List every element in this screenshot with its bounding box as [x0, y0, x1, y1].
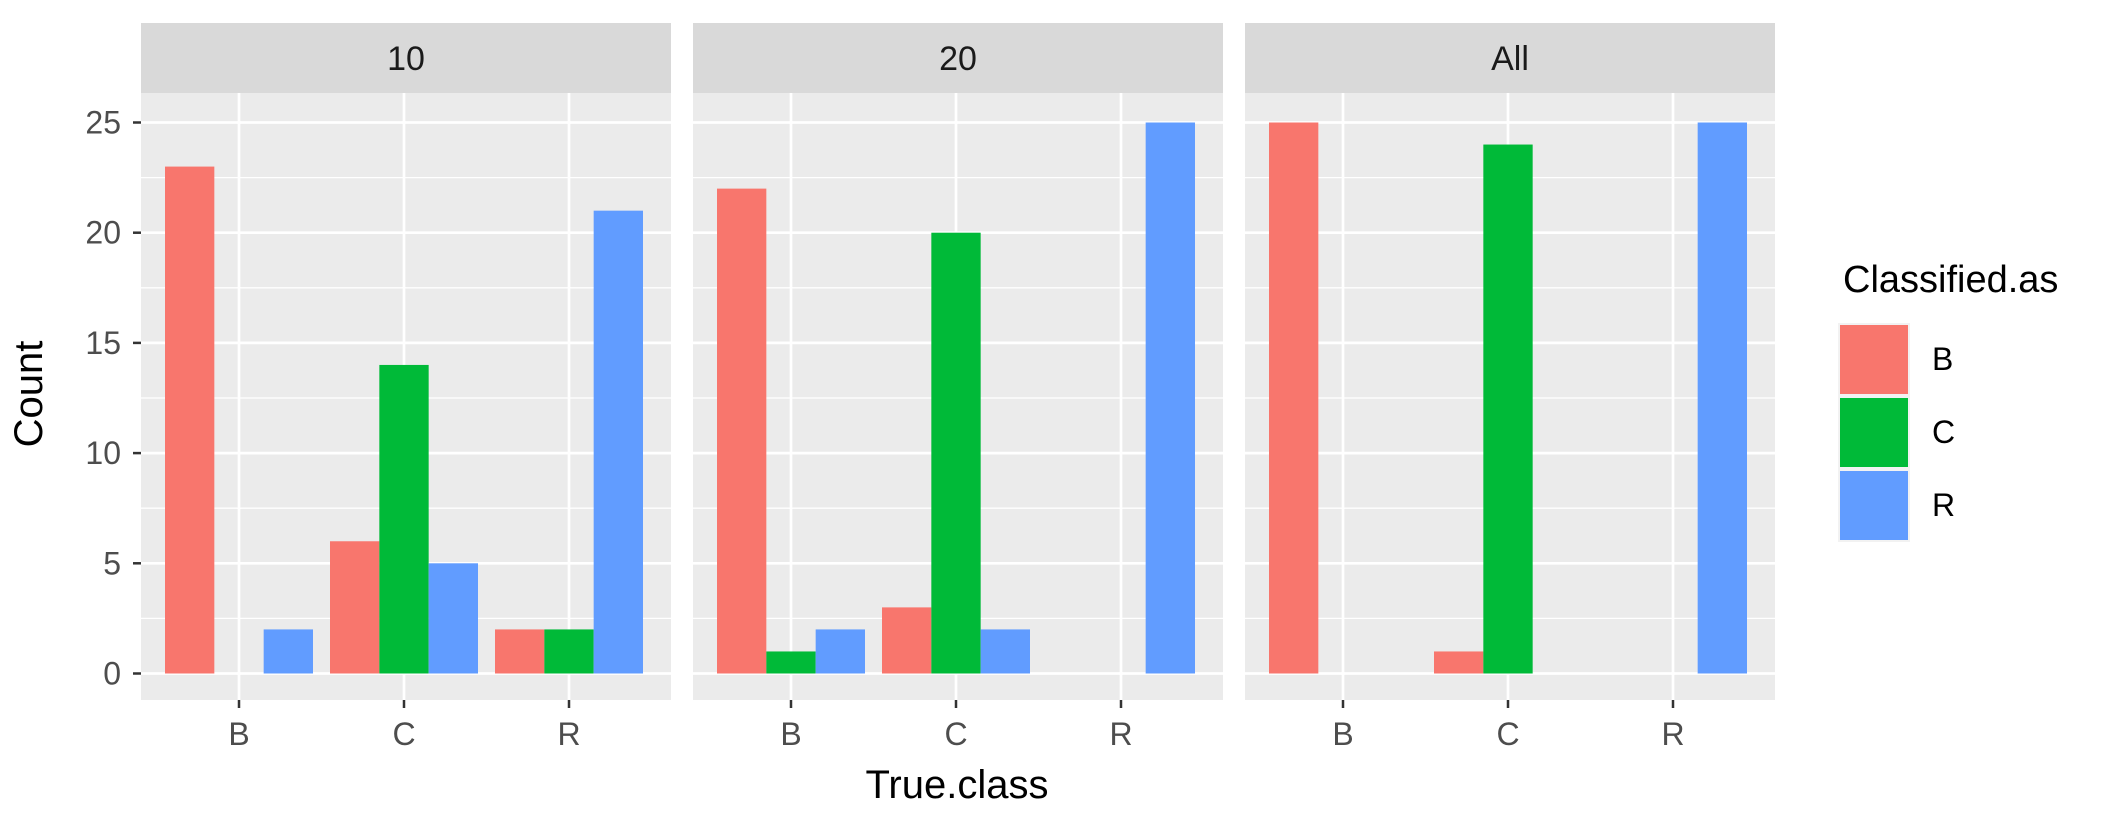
- y-tick-label: 0: [103, 656, 121, 692]
- y-tick-label: 5: [103, 545, 121, 581]
- bar-All-B-B: [1269, 122, 1319, 674]
- legend-key-R: [1840, 471, 1908, 540]
- bar-All-R-R: [1697, 122, 1747, 674]
- bar-20-C-R: [980, 629, 1030, 674]
- bar-10-C-B: [330, 541, 380, 674]
- bar-10-R-B: [495, 629, 545, 674]
- x-tick-label: B: [228, 716, 249, 752]
- facet-panel-20: 20 B C R: [693, 23, 1223, 752]
- bar-10-R-R: [593, 210, 643, 674]
- x-tick-label: B: [1332, 716, 1353, 752]
- facet-strip-label: All: [1491, 40, 1529, 78]
- legend-label-C: C: [1932, 414, 1955, 450]
- legend: Classified.as B C R: [1838, 259, 2058, 542]
- bar-10-B-R: [263, 629, 313, 674]
- x-tick-label: C: [1496, 716, 1519, 752]
- legend-key-B: [1840, 325, 1908, 394]
- y-axis: 0 5 10 15 20 25: [85, 105, 141, 692]
- legend-key-C: [1840, 398, 1908, 467]
- bar-10-C-C: [379, 364, 429, 674]
- bar-20-C-B: [882, 607, 932, 674]
- y-tick-label: 25: [85, 105, 121, 141]
- x-axis-title: True.class: [865, 763, 1048, 807]
- y-tick-label: 20: [85, 215, 121, 251]
- bar-20-B-B: [717, 188, 767, 674]
- y-tick-label: 10: [85, 435, 121, 471]
- y-axis-title: Count: [7, 341, 51, 448]
- legend-label-B: B: [1932, 341, 1953, 377]
- facet-strip: [1245, 23, 1775, 93]
- legend-title: Classified.as: [1843, 259, 2058, 301]
- facet-strip: [141, 23, 671, 93]
- x-tick-label: R: [1109, 716, 1132, 752]
- x-tick-label: C: [392, 716, 415, 752]
- x-tick-label: R: [557, 716, 580, 752]
- bar-20-B-R: [815, 629, 865, 674]
- facet-strip: [693, 23, 1223, 93]
- bar-10-B-B: [165, 166, 215, 674]
- facet-strip-label: 20: [939, 40, 977, 78]
- bar-20-B-C: [766, 651, 816, 674]
- y-tick-label: 15: [85, 325, 121, 361]
- panels-layer: 10 B C R 20 B C R All B C R: [141, 23, 1775, 752]
- x-tick-label: R: [1661, 716, 1684, 752]
- facet-panel-10: 10 B C R: [141, 23, 671, 752]
- bar-20-R-R: [1145, 122, 1195, 674]
- facet-panel-All: All B C R: [1245, 23, 1775, 752]
- x-tick-label: B: [780, 716, 801, 752]
- bar-20-C-C: [931, 232, 981, 674]
- legend-label-R: R: [1932, 487, 1955, 523]
- bar-All-C-C: [1483, 144, 1533, 674]
- x-tick-label: C: [944, 716, 967, 752]
- bar-All-C-B: [1434, 651, 1484, 674]
- facet-strip-label: 10: [387, 40, 425, 78]
- bar-10-C-R: [428, 563, 478, 674]
- bar-10-R-C: [544, 629, 594, 674]
